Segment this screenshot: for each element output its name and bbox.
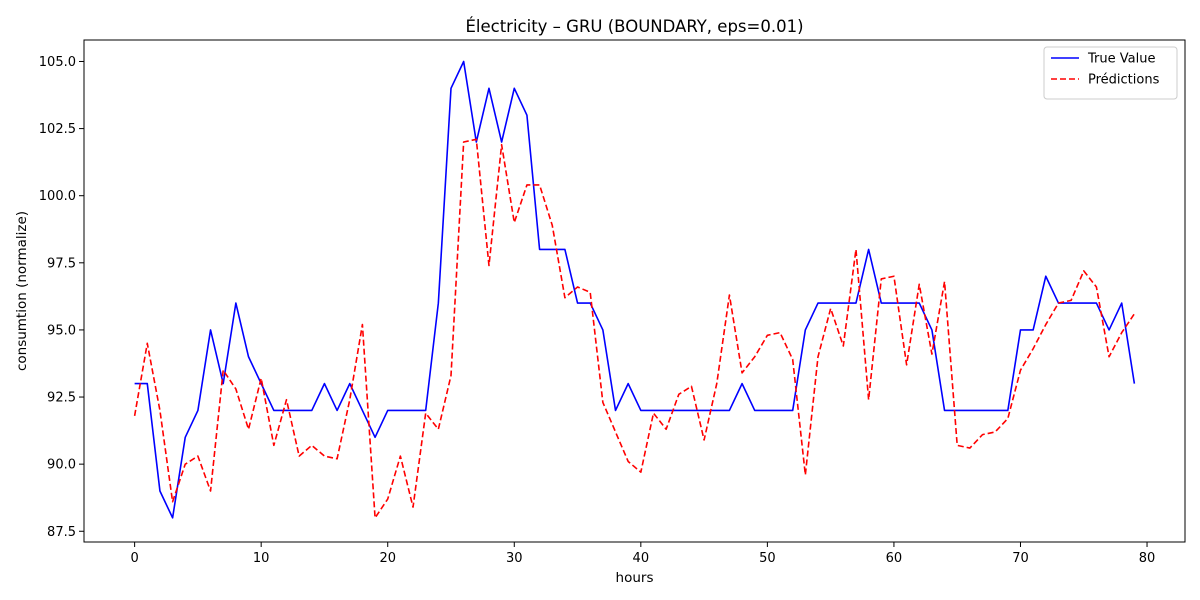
y-tick-label: 97.5 [47, 256, 76, 271]
x-tick-label: 0 [130, 551, 138, 566]
y-tick-label: 90.0 [47, 458, 76, 473]
x-tick-label: 20 [379, 551, 396, 566]
y-tick-label: 102.5 [39, 122, 76, 137]
x-tick-label: 40 [633, 551, 650, 566]
plot-frame [83, 39, 1186, 543]
series-line-1 [134, 60, 1136, 519]
y-tick-label: 100.0 [39, 189, 76, 204]
plot-area: 0 10 20 30 40 50 60 70 80 87.5 90.0 92.5 95.0 97.5 100… [39, 39, 1186, 566]
legend-label-1: True Value [1087, 52, 1155, 67]
y-axis-label: consumtion (normalize) [14, 211, 30, 371]
x-tick-label: 80 [1139, 551, 1156, 566]
x-tick-label: 10 [253, 551, 270, 566]
series-line-2 [133, 138, 1136, 519]
x-tick-label: 70 [1012, 551, 1029, 566]
x-tick-label: 50 [759, 551, 776, 566]
legend-label-2: Prédictions [1088, 73, 1160, 88]
legend-box [1043, 46, 1178, 100]
x-tick-label: 30 [506, 551, 523, 566]
x-tick-label: 60 [886, 551, 903, 566]
y-tick-label: 87.5 [47, 525, 76, 540]
y-tick-label: 105.0 [39, 55, 76, 70]
x-axis-label: hours [616, 570, 654, 586]
chart-title: Électricity – GRU (BOUNDARY, eps=0.01) [465, 17, 803, 36]
y-tick-label: 92.5 [47, 391, 76, 406]
y-tick-label: 95.0 [47, 323, 76, 338]
